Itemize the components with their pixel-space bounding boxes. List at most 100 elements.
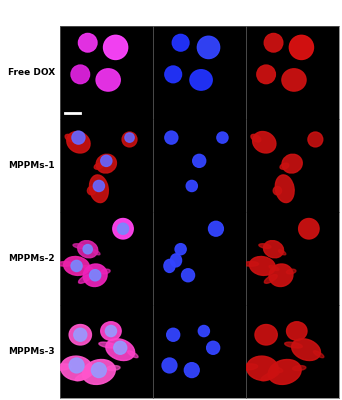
Ellipse shape bbox=[207, 341, 220, 354]
Ellipse shape bbox=[308, 132, 323, 147]
Ellipse shape bbox=[264, 34, 283, 52]
Text: Free DOX: Free DOX bbox=[8, 68, 55, 77]
Ellipse shape bbox=[84, 367, 97, 372]
Ellipse shape bbox=[286, 269, 296, 274]
Ellipse shape bbox=[96, 154, 116, 173]
Ellipse shape bbox=[94, 163, 103, 169]
Ellipse shape bbox=[71, 65, 90, 84]
Ellipse shape bbox=[82, 360, 115, 384]
Ellipse shape bbox=[67, 132, 90, 153]
Text: DOX: DOX bbox=[281, 11, 303, 21]
Ellipse shape bbox=[193, 154, 206, 167]
Ellipse shape bbox=[122, 132, 137, 147]
Text: MPPMs-2: MPPMs-2 bbox=[9, 254, 55, 263]
Ellipse shape bbox=[269, 266, 279, 270]
Ellipse shape bbox=[164, 260, 175, 272]
Ellipse shape bbox=[268, 360, 301, 384]
Ellipse shape bbox=[165, 66, 182, 83]
Ellipse shape bbox=[93, 180, 104, 192]
Ellipse shape bbox=[184, 363, 199, 378]
Ellipse shape bbox=[69, 324, 91, 345]
Ellipse shape bbox=[87, 186, 96, 195]
Ellipse shape bbox=[282, 69, 306, 91]
Text: Merged: Merged bbox=[88, 11, 124, 21]
Ellipse shape bbox=[273, 186, 281, 195]
Ellipse shape bbox=[175, 244, 186, 255]
Ellipse shape bbox=[75, 371, 93, 381]
Ellipse shape bbox=[257, 65, 275, 84]
Ellipse shape bbox=[91, 363, 106, 378]
Ellipse shape bbox=[57, 262, 73, 266]
Ellipse shape bbox=[79, 275, 91, 283]
Ellipse shape bbox=[285, 342, 302, 348]
Ellipse shape bbox=[64, 256, 90, 275]
Ellipse shape bbox=[101, 322, 121, 340]
Ellipse shape bbox=[186, 180, 197, 192]
Text: MPPMs-3: MPPMs-3 bbox=[9, 347, 55, 356]
Ellipse shape bbox=[71, 260, 82, 272]
Ellipse shape bbox=[83, 266, 93, 270]
Ellipse shape bbox=[264, 240, 284, 258]
Ellipse shape bbox=[93, 250, 100, 255]
Ellipse shape bbox=[243, 262, 259, 266]
Ellipse shape bbox=[83, 244, 92, 254]
Ellipse shape bbox=[292, 339, 320, 360]
Ellipse shape bbox=[261, 371, 279, 381]
Ellipse shape bbox=[182, 269, 195, 282]
Ellipse shape bbox=[217, 132, 228, 143]
Ellipse shape bbox=[99, 342, 117, 348]
Ellipse shape bbox=[72, 131, 85, 144]
Ellipse shape bbox=[83, 264, 107, 286]
Ellipse shape bbox=[125, 133, 134, 142]
Ellipse shape bbox=[101, 155, 112, 166]
Ellipse shape bbox=[96, 69, 120, 91]
Ellipse shape bbox=[198, 326, 209, 337]
Ellipse shape bbox=[65, 134, 75, 142]
Ellipse shape bbox=[78, 34, 97, 52]
Text: MPPMs-1: MPPMs-1 bbox=[9, 161, 55, 170]
Ellipse shape bbox=[106, 339, 135, 360]
Ellipse shape bbox=[264, 275, 277, 283]
Ellipse shape bbox=[172, 34, 189, 51]
Ellipse shape bbox=[247, 356, 278, 380]
Ellipse shape bbox=[271, 367, 283, 372]
Ellipse shape bbox=[114, 341, 127, 354]
Ellipse shape bbox=[73, 244, 85, 248]
Ellipse shape bbox=[101, 269, 110, 274]
Ellipse shape bbox=[89, 175, 108, 202]
Ellipse shape bbox=[280, 163, 289, 169]
Text: DAPI: DAPI bbox=[188, 11, 211, 21]
Ellipse shape bbox=[90, 270, 101, 281]
Ellipse shape bbox=[269, 264, 293, 286]
Ellipse shape bbox=[190, 70, 212, 90]
Ellipse shape bbox=[299, 218, 319, 239]
Ellipse shape bbox=[209, 221, 223, 236]
Ellipse shape bbox=[170, 254, 182, 267]
Ellipse shape bbox=[253, 132, 276, 153]
Ellipse shape bbox=[105, 326, 117, 337]
Ellipse shape bbox=[313, 351, 324, 358]
Ellipse shape bbox=[197, 36, 220, 58]
Ellipse shape bbox=[113, 218, 133, 239]
Ellipse shape bbox=[117, 223, 129, 234]
Ellipse shape bbox=[292, 366, 306, 370]
Ellipse shape bbox=[255, 324, 277, 345]
Ellipse shape bbox=[74, 328, 87, 341]
Ellipse shape bbox=[107, 366, 120, 370]
Ellipse shape bbox=[239, 364, 258, 370]
Ellipse shape bbox=[53, 364, 72, 370]
Ellipse shape bbox=[282, 154, 302, 173]
Ellipse shape bbox=[128, 351, 138, 358]
Ellipse shape bbox=[61, 356, 92, 380]
Ellipse shape bbox=[278, 250, 286, 255]
Ellipse shape bbox=[165, 131, 178, 144]
Ellipse shape bbox=[259, 244, 271, 248]
Ellipse shape bbox=[167, 328, 180, 341]
Ellipse shape bbox=[249, 256, 275, 275]
Ellipse shape bbox=[251, 134, 261, 142]
Ellipse shape bbox=[78, 240, 98, 258]
Ellipse shape bbox=[287, 322, 307, 340]
Ellipse shape bbox=[69, 358, 84, 373]
Ellipse shape bbox=[275, 175, 294, 202]
Ellipse shape bbox=[162, 358, 177, 373]
